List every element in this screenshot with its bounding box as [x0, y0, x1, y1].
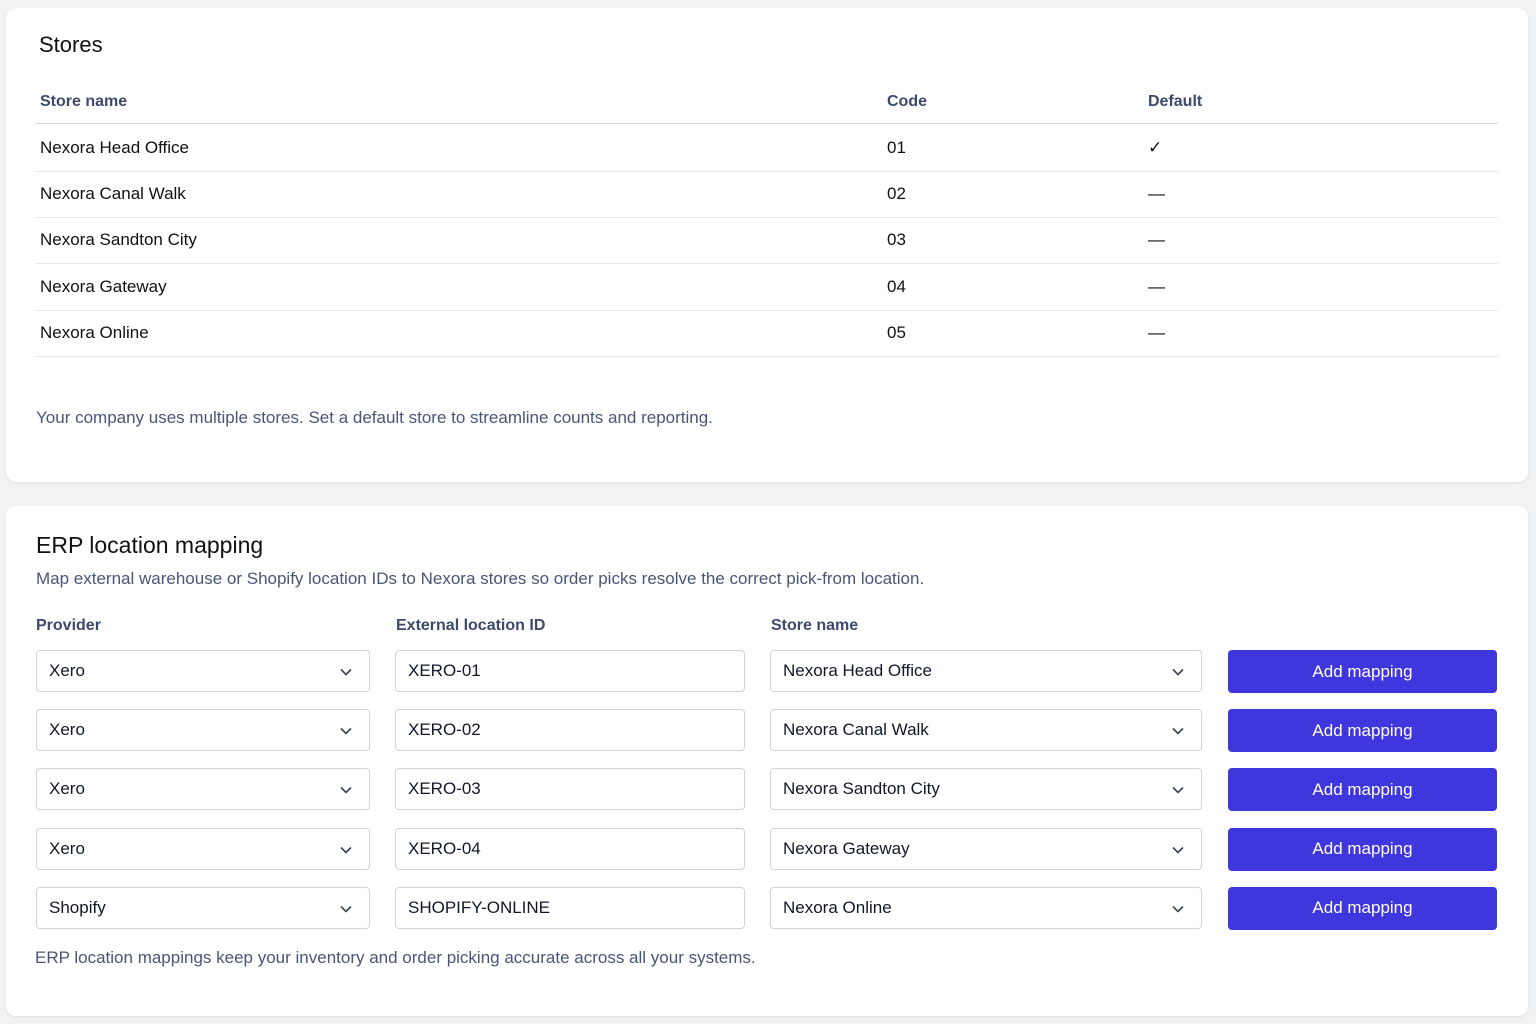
column-header: Store name — [771, 617, 859, 634]
input-value: SHOPIFY-ONLINE — [408, 897, 551, 917]
select-value: Nexora Online — [783, 897, 892, 917]
description: Map external warehouse or Shopify locati… — [36, 569, 925, 588]
default-flag: — — [1148, 276, 1165, 296]
input-value: XERO-04 — [408, 838, 481, 858]
chevron — [1172, 846, 1184, 854]
location-id-input[interactable]: XERO-02 — [395, 709, 745, 752]
select-value: Xero — [49, 661, 85, 680]
select-value: Nexora Sandton City — [783, 779, 940, 799]
chevron — [340, 905, 352, 913]
input-value: XERO-03 — [408, 779, 481, 799]
chevron — [340, 668, 352, 676]
store-name: Nexora Head Office — [40, 138, 189, 157]
chevron — [1172, 728, 1184, 735]
chevron — [1172, 668, 1184, 676]
store-select[interactable]: Nexora Gateway — [770, 827, 1202, 870]
provider-select[interactable]: Xero — [36, 650, 370, 692]
row-divider — [36, 263, 1498, 265]
store-select[interactable]: Nexora Head Office — [770, 650, 1202, 692]
row-divider — [36, 217, 1498, 219]
select-value: Xero — [49, 720, 85, 740]
chevron — [340, 846, 352, 854]
select-value: Xero — [49, 779, 85, 799]
provider-select[interactable]: Xero — [36, 827, 370, 870]
column-header: Default — [1148, 93, 1203, 110]
store-code: 02 — [887, 184, 906, 204]
column-header: Provider — [36, 617, 101, 634]
note: Your company uses multiple stores. Set a… — [36, 408, 713, 427]
input-value: XERO-02 — [408, 720, 481, 740]
provider-select[interactable]: Xero — [36, 768, 370, 811]
column-header: Store name — [40, 93, 128, 110]
select-value: Xero — [49, 838, 85, 858]
row-divider — [36, 171, 1498, 172]
add-mapping-button[interactable]: Add mapping — [1228, 650, 1497, 693]
provider-select[interactable]: Xero — [36, 709, 370, 752]
input-value: XERO-01 — [408, 661, 481, 680]
store-select[interactable]: Nexora Online — [770, 886, 1202, 929]
add-mapping-button[interactable]: Add mapping — [1228, 827, 1497, 871]
column-header: Code — [887, 93, 927, 110]
store-code: 04 — [887, 276, 906, 296]
card-title: ERP location mapping — [36, 532, 264, 558]
store-name: Nexora Online — [40, 322, 149, 342]
row-divider — [36, 309, 1498, 311]
default-flag: — — [1148, 184, 1165, 204]
default-flag: — — [1148, 230, 1165, 250]
location-id-input[interactable]: XERO-03 — [395, 768, 745, 811]
default-flag: — — [1148, 322, 1165, 342]
select-value: Nexora Head Office — [783, 661, 932, 680]
stores-card: Stores Your company uses multiple stores… — [6, 8, 1528, 482]
select-value: Shopify — [49, 897, 106, 917]
store-code: 03 — [887, 230, 906, 250]
store-name: Nexora Gateway — [40, 276, 167, 296]
add-mapping-button[interactable]: Add mapping — [1228, 709, 1497, 753]
provider-select[interactable]: Shopify — [36, 886, 370, 929]
footer-note: ERP location mappings keep your inventor… — [35, 948, 756, 967]
chevron — [340, 787, 352, 795]
chevron — [1172, 787, 1184, 795]
chevron — [1172, 905, 1184, 913]
store-code: 05 — [887, 322, 906, 342]
row-divider — [36, 355, 1498, 357]
chevron — [340, 728, 352, 735]
location-id-input[interactable]: SHOPIFY-ONLINE — [395, 886, 745, 929]
header-divider — [36, 123, 1498, 124]
store-code: 01 — [887, 138, 906, 157]
location-id-input[interactable]: XERO-01 — [395, 650, 745, 692]
select-value: Nexora Canal Walk — [783, 720, 929, 740]
add-mapping-button[interactable]: Add mapping — [1228, 768, 1497, 812]
card-title: Stores — [39, 32, 103, 57]
column-header: External location ID — [396, 617, 546, 634]
store-name: Nexora Canal Walk — [40, 184, 186, 204]
store-select[interactable]: Nexora Canal Walk — [770, 709, 1202, 752]
default-flag: ✓ — [1148, 138, 1163, 157]
erp-card: ERP location mapping Map external wareho… — [6, 506, 1528, 1016]
store-select[interactable]: Nexora Sandton City — [770, 768, 1202, 811]
location-id-input[interactable]: XERO-04 — [395, 827, 745, 870]
select-value: Nexora Gateway — [783, 838, 910, 858]
add-mapping-button[interactable]: Add mapping — [1228, 886, 1497, 930]
store-name: Nexora Sandton City — [40, 230, 197, 250]
